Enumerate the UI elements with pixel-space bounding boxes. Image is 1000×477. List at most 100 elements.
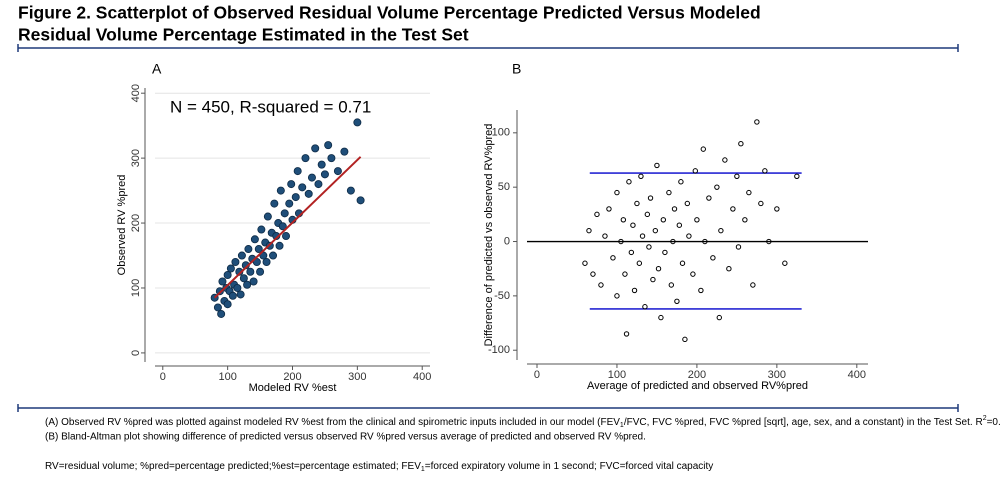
point — [304, 189, 313, 198]
point — [692, 168, 699, 174]
point — [694, 217, 700, 223]
point — [618, 238, 624, 245]
point — [655, 265, 662, 272]
y-tick-label: 50 — [498, 181, 510, 193]
point — [758, 200, 764, 207]
point — [674, 298, 680, 305]
point — [285, 199, 294, 208]
point — [278, 222, 287, 231]
point — [301, 154, 310, 163]
point — [590, 271, 596, 277]
point — [782, 260, 788, 266]
point — [631, 287, 638, 294]
point — [317, 160, 326, 169]
point — [714, 184, 720, 190]
x-tick-label: 200 — [283, 371, 301, 383]
point — [243, 280, 252, 289]
point — [231, 258, 240, 267]
point — [594, 211, 600, 218]
x-tick-label: 400 — [848, 369, 866, 381]
point — [718, 227, 724, 234]
point — [215, 287, 224, 296]
point — [324, 141, 333, 150]
point — [614, 293, 620, 299]
point — [623, 331, 630, 337]
y-axis-label: Observed RV %pred — [116, 175, 128, 276]
y-tick-label: 100 — [130, 279, 142, 297]
point — [668, 282, 675, 288]
point — [642, 304, 648, 310]
point — [256, 267, 265, 276]
point — [356, 196, 365, 205]
point — [706, 195, 712, 201]
point — [606, 206, 612, 212]
point — [702, 238, 708, 245]
note-a: (A) Observed RV %pred was plotted agains… — [45, 415, 1000, 429]
point — [333, 167, 342, 176]
point — [794, 173, 800, 180]
point — [646, 244, 652, 250]
point — [700, 146, 706, 152]
rule — [17, 44, 959, 412]
point — [670, 238, 676, 245]
point — [678, 179, 684, 185]
point — [742, 217, 748, 223]
note-b: (B) Bland-Altman plot showing difference… — [45, 432, 646, 443]
point — [671, 206, 678, 212]
point — [730, 206, 736, 212]
point — [236, 290, 245, 299]
y-axis-label: Difference of predicted vs observed RV%p… — [483, 124, 495, 347]
point — [280, 209, 289, 218]
point — [622, 271, 628, 277]
annotation: N = 450, R-squared = 0.71 — [170, 97, 371, 116]
point — [275, 241, 284, 250]
point — [710, 255, 716, 261]
point — [686, 233, 692, 239]
point — [353, 118, 362, 127]
point — [662, 249, 668, 256]
point — [762, 168, 768, 174]
point — [690, 271, 696, 277]
point — [630, 222, 636, 228]
point — [218, 277, 227, 286]
point — [217, 309, 226, 318]
point — [666, 189, 672, 196]
point — [614, 189, 620, 196]
point — [282, 232, 291, 241]
point — [626, 179, 632, 185]
point — [650, 276, 656, 283]
panel-label: A — [152, 61, 162, 77]
point — [237, 251, 246, 260]
point — [598, 282, 604, 288]
point — [682, 336, 688, 343]
fit-line — [213, 156, 362, 299]
point — [233, 283, 242, 292]
point — [647, 195, 654, 201]
point — [239, 274, 248, 283]
point — [628, 249, 635, 256]
x-tick-label: 400 — [413, 371, 431, 383]
point — [620, 217, 627, 223]
y-tick-label: 400 — [130, 84, 142, 102]
point — [636, 260, 643, 266]
point — [652, 227, 659, 234]
point — [307, 173, 316, 182]
point — [320, 170, 329, 179]
point — [774, 206, 780, 212]
point — [684, 200, 691, 207]
point — [314, 180, 323, 189]
point — [249, 277, 258, 286]
point — [722, 157, 728, 163]
point — [223, 300, 232, 309]
point — [213, 303, 222, 312]
point — [254, 245, 263, 254]
y-tick-label: -50 — [494, 290, 510, 302]
point — [750, 282, 756, 288]
point — [658, 314, 664, 321]
point — [270, 199, 279, 208]
point — [644, 211, 651, 218]
point — [291, 193, 300, 202]
x-tick-label: 300 — [348, 371, 366, 383]
x-tick-label: 100 — [608, 369, 626, 381]
point — [262, 258, 271, 267]
